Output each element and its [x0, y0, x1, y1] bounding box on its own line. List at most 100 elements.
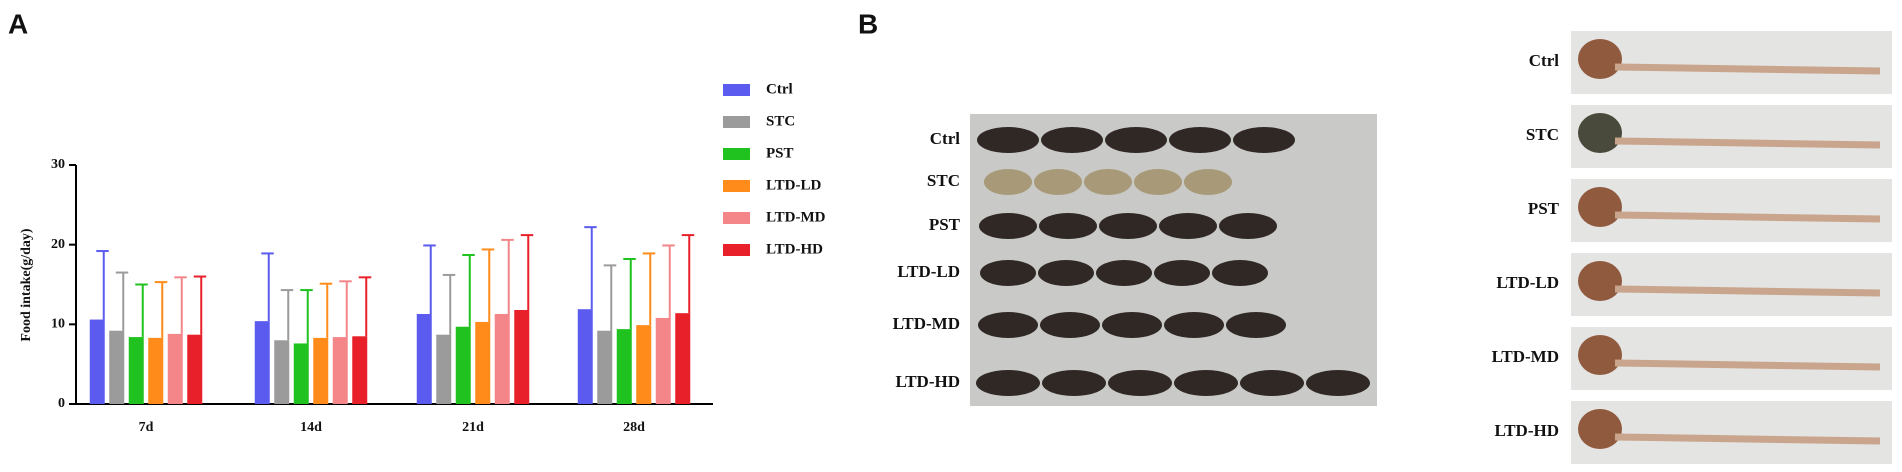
- feces-pellet: [1040, 312, 1100, 338]
- feces-pellet: [1226, 312, 1286, 338]
- feces-pellet: [1154, 260, 1210, 286]
- feces-pellet: [976, 370, 1040, 396]
- bar: [495, 314, 510, 404]
- feces-pellet: [1219, 213, 1277, 239]
- y-tick-label: 10: [51, 317, 65, 332]
- feces-pellet: [1084, 169, 1132, 195]
- panel-label: A: [8, 8, 28, 39]
- row-label: STC: [1526, 125, 1559, 144]
- row-label: LTD-MD: [893, 314, 960, 333]
- row-label: STC: [927, 171, 960, 190]
- colon: [1615, 215, 1880, 219]
- legend-swatch: [723, 212, 750, 224]
- x-tick-label: 14d: [300, 420, 322, 435]
- row-label: PST: [929, 215, 961, 234]
- bar: [313, 338, 328, 404]
- feces-pellet: [1102, 312, 1162, 338]
- legend-label: Ctrl: [766, 81, 793, 97]
- y-tick-label: 0: [58, 396, 65, 411]
- cecum: [1578, 261, 1622, 301]
- bar: [168, 334, 183, 404]
- bar: [578, 309, 593, 404]
- row-label: LTD-LD: [1496, 273, 1559, 292]
- cecum: [1578, 335, 1622, 375]
- feces-pellet: [977, 127, 1039, 153]
- feces-pellet: [984, 169, 1032, 195]
- legend-swatch: [723, 84, 750, 96]
- legend-swatch: [723, 244, 750, 256]
- bar: [294, 343, 309, 404]
- feces-pellet: [1240, 370, 1304, 396]
- feces-photo: [970, 114, 1377, 406]
- feces-pellet: [980, 260, 1036, 286]
- legend-label: PST: [766, 145, 794, 161]
- legend-swatch: [723, 148, 750, 160]
- bar: [514, 310, 529, 404]
- feces-pellet: [1042, 370, 1106, 396]
- row-label: PST: [1528, 199, 1560, 218]
- y-tick-label: 30: [51, 157, 65, 172]
- legend-label: STC: [766, 113, 795, 129]
- bar: [109, 331, 124, 404]
- legend-label: LTD-MD: [766, 209, 826, 225]
- feces-pellet: [1105, 127, 1167, 153]
- feces-pellet: [1134, 169, 1182, 195]
- row-label: LTD-HD: [1494, 421, 1559, 440]
- bar: [475, 322, 490, 404]
- legend-swatch: [723, 180, 750, 192]
- colon: [1615, 437, 1880, 441]
- feces-pellet: [1174, 370, 1238, 396]
- bar: [352, 336, 367, 404]
- cecum: [1578, 39, 1622, 79]
- bar: [597, 331, 612, 404]
- bar: [456, 327, 471, 404]
- bar: [675, 313, 690, 404]
- colon: [1615, 363, 1880, 367]
- bar: [636, 325, 651, 404]
- feces-pellet: [1099, 213, 1157, 239]
- bar: [656, 318, 671, 404]
- colon: [1615, 141, 1880, 145]
- bar: [417, 314, 432, 404]
- feces-pellet: [1306, 370, 1370, 396]
- feces-pellet: [1233, 127, 1295, 153]
- x-tick-label: 7d: [139, 420, 154, 435]
- feces-pellet: [1159, 213, 1217, 239]
- feces-pellet: [1212, 260, 1268, 286]
- feces-pellet: [1164, 312, 1224, 338]
- row-label: Ctrl: [930, 129, 960, 148]
- feces-pellet: [1041, 127, 1103, 153]
- cecum: [1578, 113, 1622, 153]
- x-tick-label: 21d: [462, 420, 484, 435]
- bar: [255, 321, 270, 404]
- bar: [333, 337, 348, 404]
- x-tick-label: 28d: [623, 420, 645, 435]
- feces-pellet: [1096, 260, 1152, 286]
- bar: [90, 320, 105, 404]
- legend-swatch: [723, 116, 750, 128]
- bar: [617, 329, 632, 404]
- feces-pellet: [978, 312, 1038, 338]
- bar: [187, 335, 202, 404]
- row-label: LTD-LD: [897, 262, 960, 281]
- row-label: LTD-HD: [895, 372, 960, 391]
- cecum: [1578, 409, 1622, 449]
- colon: [1615, 289, 1880, 293]
- panel-label: B: [858, 8, 878, 39]
- feces-pellet: [1038, 260, 1094, 286]
- y-axis-label: Food intake(g/day): [19, 228, 34, 342]
- bar: [129, 337, 144, 404]
- colon: [1615, 67, 1880, 71]
- row-label: Ctrl: [1529, 51, 1559, 70]
- legend-label: LTD-LD: [766, 177, 821, 193]
- y-tick-label: 20: [51, 237, 65, 252]
- colon-photos: [1571, 31, 1892, 464]
- feces-pellet: [1039, 213, 1097, 239]
- bar: [148, 338, 163, 404]
- legend-label: LTD-HD: [766, 241, 823, 257]
- feces-pellet: [1184, 169, 1232, 195]
- bar: [274, 340, 289, 404]
- bar: [436, 335, 451, 404]
- cecum: [1578, 187, 1622, 227]
